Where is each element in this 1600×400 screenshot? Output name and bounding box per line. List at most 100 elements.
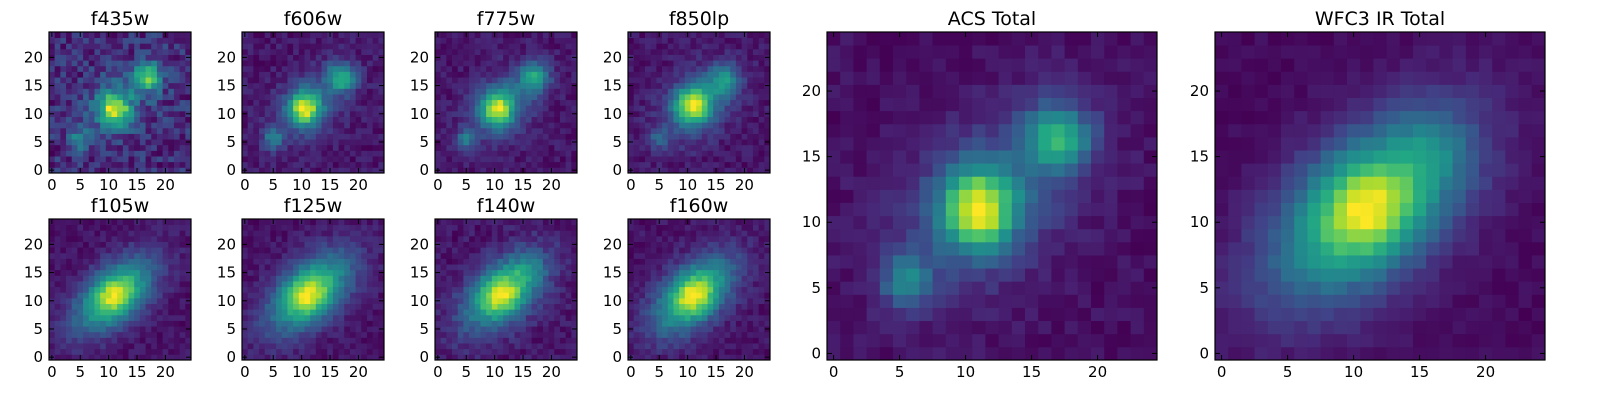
heatmap-cell xyxy=(639,326,646,333)
heatmap-cell xyxy=(156,156,163,163)
heatmap-cell xyxy=(355,82,362,89)
heatmap-cell xyxy=(100,127,107,134)
heatmap-cell xyxy=(474,37,481,44)
heatmap-cell xyxy=(565,32,572,39)
heatmap-cell xyxy=(71,133,78,140)
heatmap-cell xyxy=(554,343,561,350)
heatmap-cell xyxy=(344,331,351,338)
heatmap-cell xyxy=(298,54,305,61)
heatmap-cell xyxy=(60,116,67,123)
heatmap-cell xyxy=(117,161,124,168)
heatmap-cell xyxy=(168,297,175,304)
heatmap-cell xyxy=(168,60,175,67)
heatmap-cell xyxy=(179,252,186,259)
heatmap-cell xyxy=(662,77,669,84)
heatmap-cell xyxy=(452,252,459,259)
heatmap-cell xyxy=(151,167,158,174)
heatmap-cell xyxy=(435,133,442,140)
heatmap-cell xyxy=(531,94,538,101)
y-tick-label: 15 xyxy=(410,77,429,95)
heatmap-cell xyxy=(656,71,663,78)
heatmap-cell xyxy=(565,348,572,355)
heatmap-cell xyxy=(639,71,646,78)
heatmap-cell xyxy=(185,235,192,242)
heatmap-cell xyxy=(724,303,731,310)
heatmap-cell xyxy=(741,337,748,344)
y-tick-label: 10 xyxy=(410,105,429,123)
heatmap-cell xyxy=(724,297,731,304)
heatmap-cell xyxy=(264,94,271,101)
heatmap-cell xyxy=(480,139,487,146)
heatmap-cell xyxy=(503,116,510,123)
heatmap-cell xyxy=(514,77,521,84)
heatmap-cell xyxy=(718,320,725,327)
heatmap-cell xyxy=(752,309,760,316)
heatmap-cell xyxy=(145,354,152,361)
heatmap-cell xyxy=(508,297,515,304)
heatmap-cell xyxy=(452,303,459,310)
heatmap-cell xyxy=(628,314,635,321)
heatmap-cell xyxy=(667,286,674,293)
heatmap-cell xyxy=(565,88,572,95)
heatmap-cell xyxy=(457,94,464,101)
heatmap-cell xyxy=(111,326,118,333)
heatmap-cell xyxy=(548,48,555,55)
heatmap-cell xyxy=(735,320,742,327)
heatmap-cell xyxy=(270,60,277,67)
heatmap-cell xyxy=(253,235,260,242)
heatmap-cell xyxy=(139,71,146,78)
heatmap-cell xyxy=(304,219,311,226)
heatmap-cell xyxy=(378,309,385,316)
heatmap-cell xyxy=(491,71,498,78)
heatmap-cell xyxy=(497,77,504,84)
heatmap-cell xyxy=(713,110,720,117)
heatmap-cell xyxy=(690,331,697,338)
heatmap-cell xyxy=(173,320,181,327)
heatmap-cell xyxy=(117,105,124,112)
heatmap-cell xyxy=(111,37,118,44)
heatmap-cell xyxy=(168,343,175,350)
heatmap-cell xyxy=(667,337,674,344)
heatmap-cell xyxy=(696,144,703,151)
heatmap-cell xyxy=(548,105,555,112)
heatmap-cell xyxy=(54,127,61,134)
heatmap-cell xyxy=(242,65,249,72)
heatmap-cell xyxy=(293,167,300,174)
heatmap-cell xyxy=(764,156,771,163)
heatmap-cell xyxy=(520,292,527,299)
heatmap-cell xyxy=(332,77,339,84)
heatmap-cell xyxy=(525,326,532,333)
heatmap-cell xyxy=(168,161,175,168)
heatmap-cell xyxy=(372,331,379,338)
heatmap-cell xyxy=(548,65,555,72)
heatmap-cell xyxy=(554,241,561,248)
heatmap-cell xyxy=(452,235,459,242)
heatmap-cell xyxy=(253,94,260,101)
heatmap-cell xyxy=(696,161,703,168)
heatmap-cell xyxy=(83,235,90,242)
heatmap-cell xyxy=(264,258,271,265)
heatmap-cell xyxy=(531,167,538,174)
heatmap-cell xyxy=(100,71,107,78)
heatmap-cell xyxy=(100,105,107,112)
heatmap-cell xyxy=(639,88,646,95)
heatmap-cell xyxy=(71,224,78,231)
heatmap-cell xyxy=(321,77,328,84)
heatmap-cell xyxy=(179,303,186,310)
heatmap-cell xyxy=(718,99,725,106)
heatmap-cell xyxy=(559,303,567,310)
heatmap-cell xyxy=(463,122,470,129)
heatmap-cell xyxy=(514,241,521,248)
heatmap-cell xyxy=(497,303,504,310)
heatmap-cell xyxy=(156,133,163,140)
x-tick-label: 10 xyxy=(292,363,311,381)
heatmap-cell xyxy=(520,110,527,117)
heatmap-cell xyxy=(270,303,277,310)
heatmap-cell xyxy=(520,269,527,276)
heatmap-cell xyxy=(156,354,163,361)
heatmap-cell xyxy=(452,247,459,254)
heatmap-cell xyxy=(662,348,669,355)
heatmap-cell xyxy=(310,275,317,282)
heatmap-cell xyxy=(156,252,163,259)
heatmap-cell xyxy=(639,48,646,55)
